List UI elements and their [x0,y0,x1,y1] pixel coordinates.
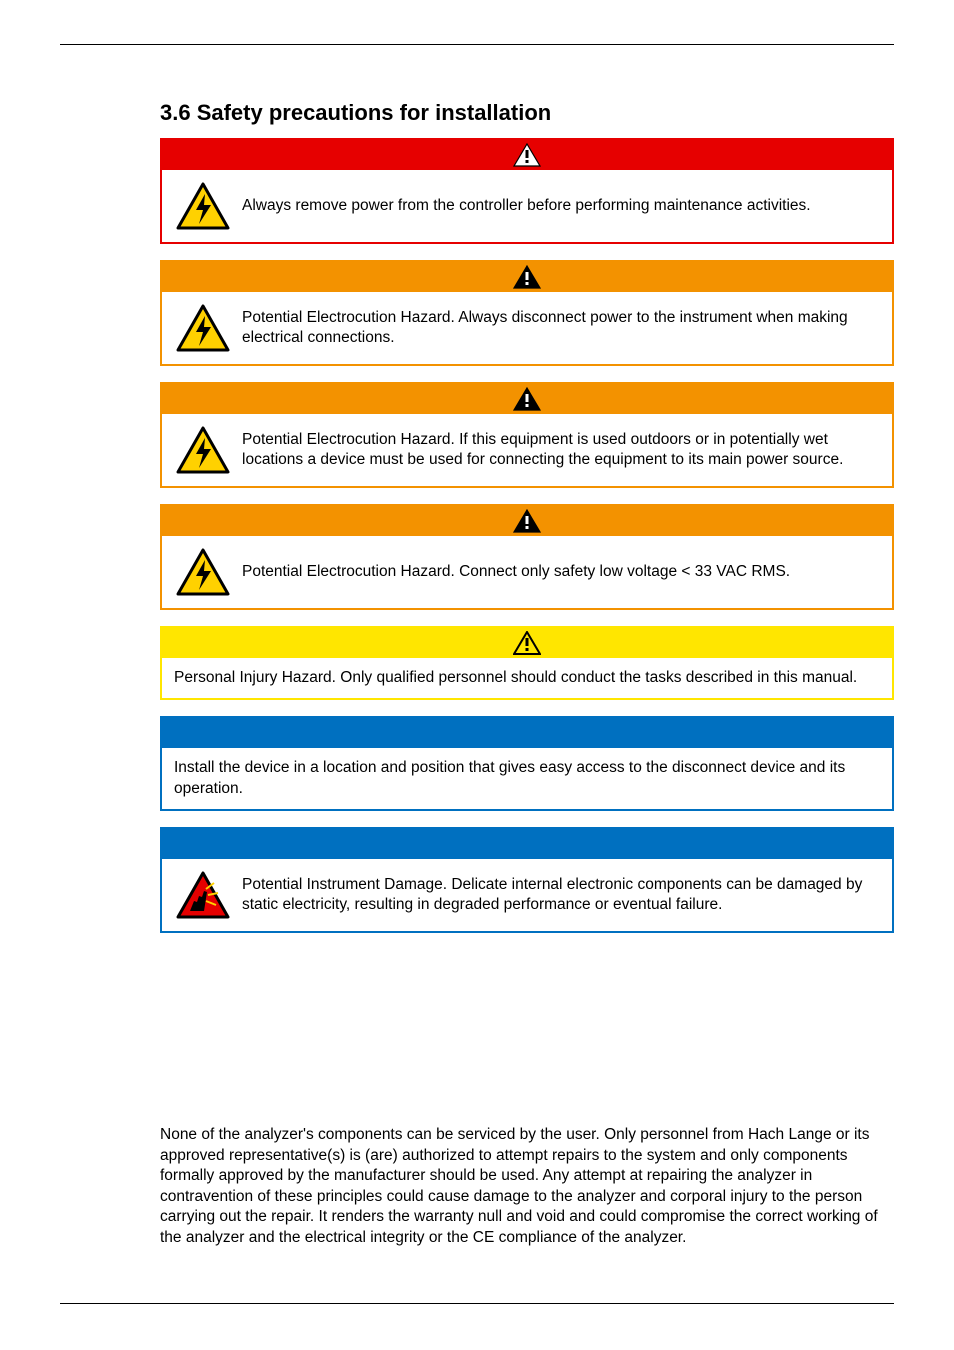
callout-text: Potential Electrocution Hazard. Connect … [242,562,880,582]
callout-text: Install the device in a location and pos… [174,758,880,799]
callout-header [162,384,892,414]
callout-header [162,506,892,536]
alert-triangle-icon [513,387,541,411]
bottom-horizontal-rule [60,1303,894,1304]
callout-header [162,718,892,748]
callout-header [162,140,892,170]
callout-text: Potential Electrocution Hazard. Always d… [242,308,880,349]
alert-triangle-icon [513,143,541,167]
callout-warning: Potential Electrocution Hazard. Always d… [160,260,894,366]
callout-body: Potential Instrument Damage. Delicate in… [162,859,892,931]
callout-text: Personal Injury Hazard. Only qualified p… [174,668,880,688]
electrical-hazard-icon [174,548,232,596]
electrical-hazard-icon [174,182,232,230]
callout-text: Potential Instrument Damage. Delicate in… [242,875,880,916]
callout-body: Potential Electrocution Hazard. Always d… [162,292,892,364]
callout-body: Personal Injury Hazard. Only qualified p… [162,658,892,698]
top-horizontal-rule [60,44,894,45]
alert-triangle-icon [513,631,541,655]
callout-notice: Install the device in a location and pos… [160,716,894,811]
electrical-hazard-icon [174,304,232,352]
callout-notice: Potential Instrument Damage. Delicate in… [160,827,894,933]
callout-danger: Always remove power from the controller … [160,138,894,244]
electrical-hazard-icon [174,426,232,474]
callout-header [162,262,892,292]
callout-header [162,628,892,658]
esd-hazard-icon [174,871,232,919]
callout-text: Potential Electrocution Hazard. If this … [242,430,880,471]
callout-header [162,829,892,859]
callout-warning: Potential Electrocution Hazard. If this … [160,382,894,488]
callout-caution: Personal Injury Hazard. Only qualified p… [160,626,894,700]
callout-body: Install the device in a location and pos… [162,748,892,809]
section-title: 3.6 Safety precautions for installation [160,100,894,126]
callout-body: Potential Electrocution Hazard. Connect … [162,536,892,608]
callout-text: Always remove power from the controller … [242,196,880,216]
alert-triangle-icon [513,509,541,533]
callout-warning: Potential Electrocution Hazard. Connect … [160,504,894,610]
alert-triangle-icon [513,265,541,289]
callout-body: Potential Electrocution Hazard. If this … [162,414,892,486]
callout-body: Always remove power from the controller … [162,170,892,242]
body-paragraph: None of the analyzer's components can be… [160,1125,894,1248]
